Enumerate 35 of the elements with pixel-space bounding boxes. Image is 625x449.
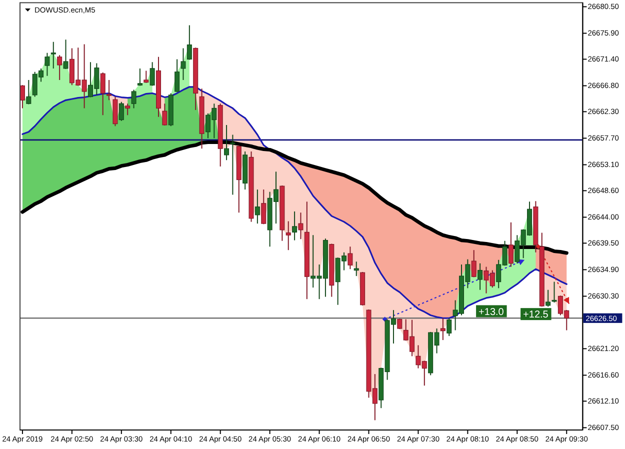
candlestick (162, 103, 168, 126)
candlestick (440, 318, 446, 341)
candlestick (63, 39, 68, 70)
candlestick (230, 134, 236, 196)
candlestick (224, 124, 230, 161)
candlestick (174, 58, 180, 93)
candlestick (261, 189, 266, 225)
candlestick (20, 84, 25, 109)
candlestick (57, 54, 62, 80)
candlestick (254, 189, 260, 224)
candlestick (348, 246, 353, 270)
candlestick (180, 48, 186, 80)
candlestick (125, 103, 130, 116)
candlestick (131, 89, 136, 109)
candlestick (552, 281, 557, 304)
candlestick (150, 62, 155, 86)
candlestick (100, 72, 106, 116)
candlestick (446, 318, 452, 337)
candlestick (292, 210, 298, 241)
candlestick (298, 212, 304, 240)
candlestick (286, 220, 291, 251)
candlestick (26, 79, 32, 105)
candlestick (186, 24, 192, 60)
annotation: +12.5 (523, 310, 549, 321)
candlestick (471, 250, 476, 278)
candlestick (478, 262, 483, 290)
candlestick (106, 79, 112, 101)
candlestick (137, 68, 142, 86)
candlestick (144, 70, 149, 84)
candlestick (508, 222, 514, 268)
candlestick (50, 41, 56, 69)
candlestick (354, 261, 359, 277)
annotation: +13.0 (478, 306, 504, 318)
candlestick (44, 52, 50, 76)
candlestick (118, 101, 124, 122)
